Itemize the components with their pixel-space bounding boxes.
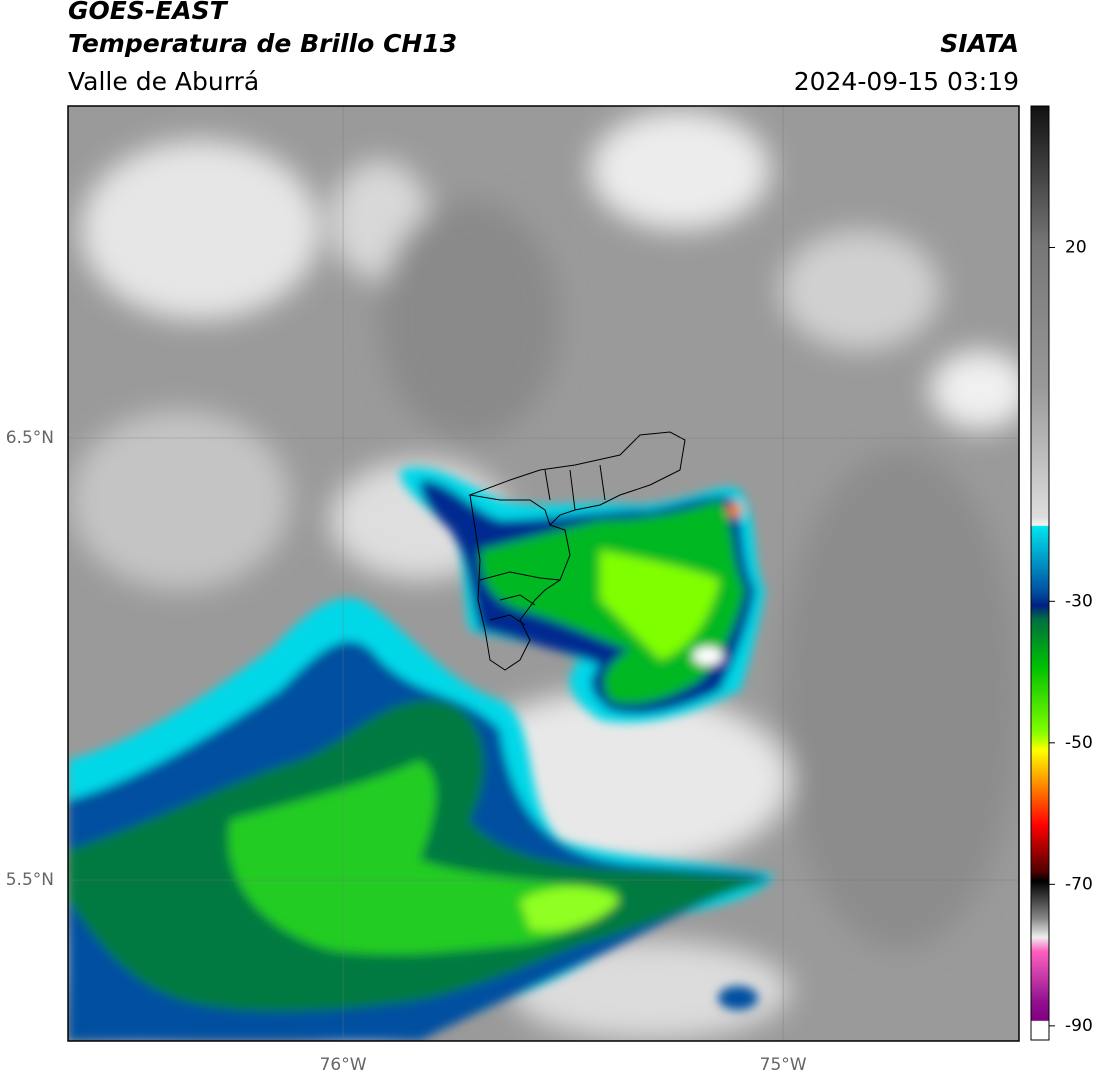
region: Valle de Aburrá — [68, 67, 259, 96]
datetime: 2024-09-15 03:19 — [794, 67, 1019, 96]
y-tick-label: 5.5°N — [6, 870, 54, 890]
satellite-image — [68, 106, 1019, 1041]
y-tick-label: 6.5°N — [6, 428, 54, 448]
municipal-boundaries — [468, 431, 686, 671]
colorbar — [1030, 105, 1050, 1041]
colorbar-tick-label: -70 — [1065, 874, 1093, 894]
colorbar-tick-label: -90 — [1065, 1016, 1093, 1036]
map-frame — [67, 105, 1020, 1042]
satellite: GOES-EAST — [68, 0, 229, 25]
x-tick-label: 75°W — [760, 1055, 807, 1075]
product: Temperatura de Brillo CH13 — [68, 29, 457, 58]
colorbar-tick-label: 20 — [1065, 238, 1087, 258]
colorbar-tick-label: -30 — [1065, 591, 1093, 611]
agency: SIATA — [940, 29, 1019, 58]
colorbar-tick-label: -50 — [1065, 733, 1093, 753]
x-tick-label: 76°W — [320, 1055, 367, 1075]
